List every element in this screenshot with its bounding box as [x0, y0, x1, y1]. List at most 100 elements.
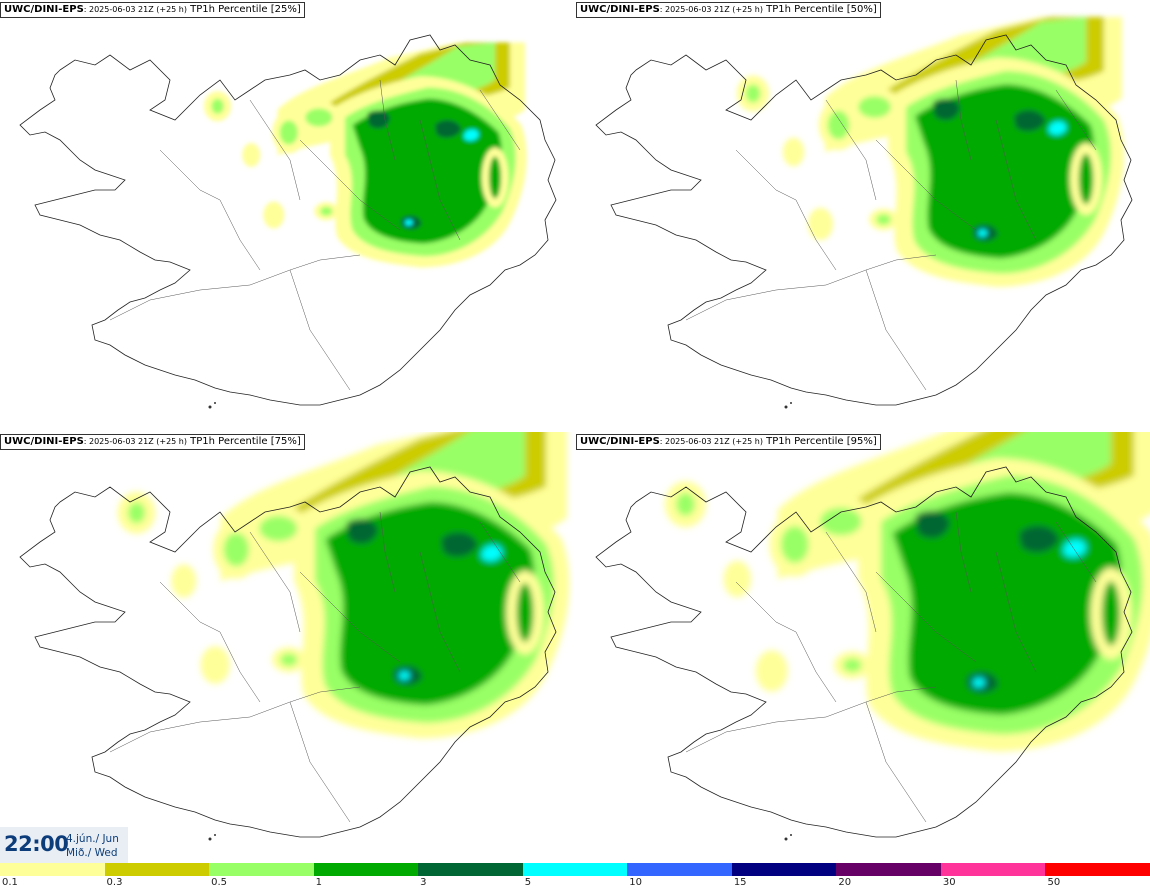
- island: [208, 405, 212, 409]
- east-blob-g: [516, 583, 534, 642]
- field-cyan-2: [398, 671, 410, 680]
- west-blob-g6: [843, 658, 862, 673]
- west-blob-g1: [223, 532, 249, 567]
- valid-time: 22:00: [4, 832, 69, 856]
- title-product: TP1h Percentile [25%]: [186, 4, 301, 15]
- field-cyan-2: [973, 677, 985, 688]
- west-blob-g6: [876, 214, 891, 225]
- map-panel-p50: UWC/DINI-EPS: 2025-06-03 21Z (+25 h) TP1…: [576, 0, 1150, 430]
- west-blob-y4: [242, 143, 261, 167]
- west-blob-g3: [676, 492, 695, 516]
- precip-fields: [204, 42, 527, 268]
- west-blob-g1: [780, 526, 809, 563]
- precip-map: [19, 432, 570, 841]
- road-network: [109, 511, 521, 823]
- legend-label: 50: [1047, 877, 1061, 888]
- map-panel-p95: UWC/DINI-EPS: 2025-06-03 21Z (+25 h) TP1…: [576, 432, 1150, 862]
- legend-label: 0.1: [2, 877, 18, 888]
- west-blob-g2: [820, 507, 862, 536]
- legend-swatch: [627, 863, 732, 876]
- precip-fields: [736, 17, 1124, 287]
- east-blob-g: [1078, 153, 1094, 205]
- west-blob-g1: [827, 110, 850, 140]
- title-run: : 2025-06-03 21Z (+25 h): [659, 437, 763, 446]
- legend-label: 15: [733, 877, 747, 888]
- island: [784, 405, 788, 409]
- title-product: TP1h Percentile [95%]: [762, 436, 877, 447]
- map-panel-p75: UWC/DINI-EPS: 2025-06-03 21Z (+25 h) TP1…: [0, 432, 574, 862]
- field-cyan-1: [1048, 121, 1067, 136]
- coastline: [19, 466, 557, 838]
- legend-label: 10: [629, 877, 642, 888]
- field-darkgreen-1: [915, 510, 950, 538]
- legend-label: 3: [420, 877, 427, 888]
- west-blob-y5: [807, 207, 834, 241]
- legend-swatch: [313, 863, 419, 876]
- road-network: [685, 511, 1097, 823]
- coastline: [595, 466, 1133, 838]
- west-blob-y5: [263, 201, 285, 229]
- island: [790, 402, 792, 404]
- field-cyan-1: [480, 544, 503, 562]
- map-panel-p25: UWC/DINI-EPS: 2025-06-03 21Z (+25 h) TP1…: [0, 0, 574, 430]
- title-run: : 2025-06-03 21Z (+25 h): [659, 5, 763, 14]
- field-darkgreen-2: [1014, 110, 1046, 132]
- precip-fields: [117, 432, 570, 739]
- west-blob-y4: [723, 560, 752, 598]
- island: [790, 834, 792, 836]
- color-legend-bar: [0, 863, 1150, 876]
- field-darkgreen-2: [1019, 525, 1060, 553]
- panel-title: UWC/DINI-EPS: 2025-06-03 21Z (+25 h) TP1…: [576, 2, 881, 18]
- valid-time-box: 22:00 4.jún./ Jun Mið./ Wed: [0, 827, 128, 863]
- legend-swatch: [104, 863, 210, 876]
- panel-title: UWC/DINI-EPS: 2025-06-03 21Z (+25 h) TP1…: [0, 434, 305, 450]
- legend-label: 0.3: [106, 877, 123, 888]
- precip-fields: [664, 432, 1150, 752]
- legend-swatch: [522, 863, 628, 876]
- legend-label: 30: [942, 877, 956, 888]
- legend-swatch: [0, 863, 105, 876]
- precip-map: [595, 17, 1133, 409]
- title-run: : 2025-06-03 21Z (+25 h): [83, 5, 187, 14]
- legend-swatch: [209, 863, 314, 876]
- west-blob-g2: [858, 96, 891, 118]
- east-blob-g: [1101, 581, 1121, 646]
- west-blob-y4: [171, 564, 197, 598]
- title-product: TP1h Percentile [50%]: [762, 4, 877, 15]
- west-blob-y5: [200, 646, 230, 684]
- coastline: [19, 34, 557, 406]
- field-cyan-1: [1062, 539, 1086, 558]
- valid-date-line2: Mið./ Wed: [66, 847, 118, 859]
- legend-label: 20: [838, 877, 852, 888]
- title-source: UWC/DINI-EPS: [4, 436, 84, 447]
- legend-label: 0.5: [211, 877, 227, 888]
- title-run: : 2025-06-03 21Z (+25 h): [83, 437, 187, 446]
- road-network: [109, 79, 521, 391]
- island: [784, 837, 788, 841]
- west-blob-y4: [782, 137, 805, 167]
- west-blob-g6: [280, 653, 298, 667]
- title-product: TP1h Percentile [75%]: [186, 436, 301, 447]
- west-blob-g2: [259, 515, 298, 542]
- field-darkgreen-2: [440, 532, 478, 557]
- island: [208, 837, 212, 841]
- legend-swatch: [731, 863, 837, 876]
- color-legend-labels: 0.1 0.3 0.5 1 3 5 10 15 20 30 50: [0, 877, 1150, 891]
- west-blob-g3: [128, 502, 145, 524]
- island: [214, 402, 216, 404]
- west-blob-y5: [755, 650, 788, 692]
- precip-map: [19, 34, 557, 409]
- field-darkgreen-2: [435, 120, 462, 138]
- island: [214, 834, 216, 836]
- legend-swatch: [836, 863, 941, 876]
- title-source: UWC/DINI-EPS: [4, 4, 84, 15]
- panel-title: UWC/DINI-EPS: 2025-06-03 21Z (+25 h) TP1…: [576, 434, 881, 450]
- road-network: [685, 79, 1097, 391]
- field-cyan-2: [978, 229, 988, 237]
- west-blob-g6: [320, 206, 333, 216]
- legend-swatch: [1045, 863, 1150, 876]
- field-darkgreen-1: [933, 98, 960, 120]
- precip-map: [595, 432, 1150, 841]
- coastline: [595, 34, 1133, 406]
- west-blob-g2: [305, 108, 333, 127]
